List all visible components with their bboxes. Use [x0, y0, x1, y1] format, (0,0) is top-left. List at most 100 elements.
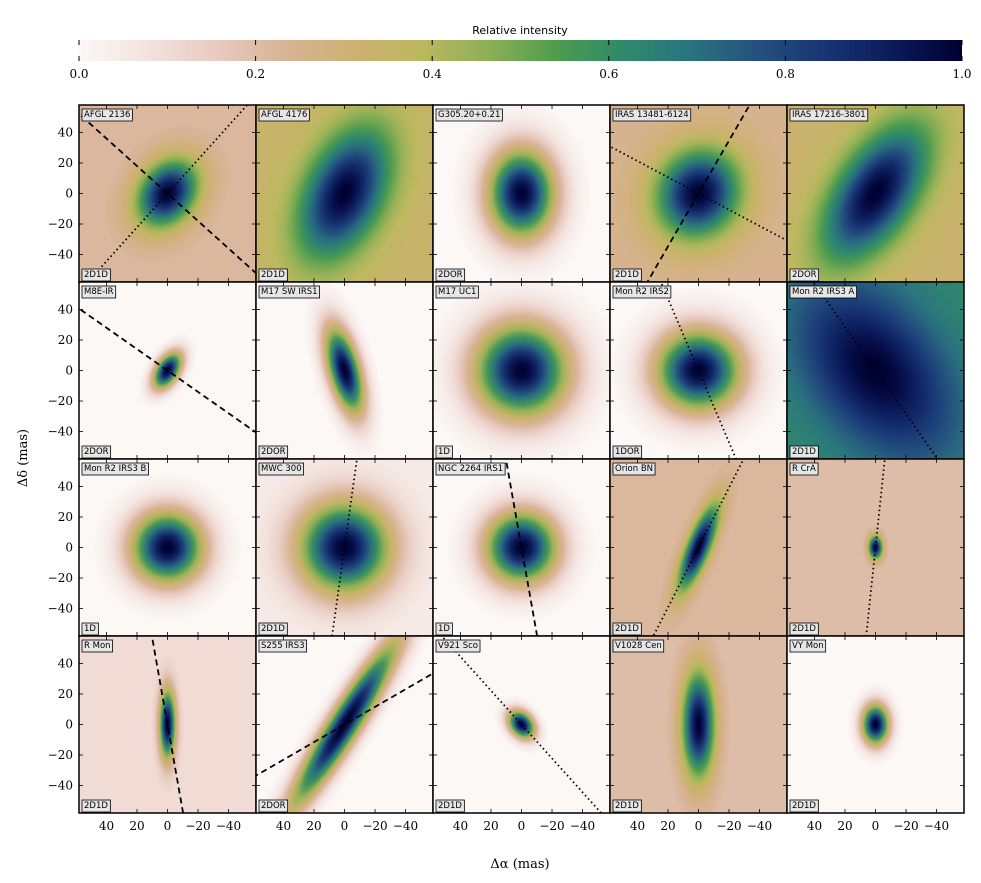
label-box: [789, 268, 820, 282]
intensity-map: [256, 105, 433, 282]
label-box: [258, 268, 288, 282]
object-name-label: Mon R2 IRS3 B: [84, 464, 147, 474]
panel: IRAS 17216-3801 2DOR: [786, 104, 965, 283]
model-label: 1D: [438, 624, 450, 634]
model-label: 2D1D: [438, 801, 462, 811]
x-tick-label: 40: [630, 819, 645, 833]
label-box: [258, 622, 288, 636]
intensity-map: [666, 636, 731, 813]
panel: AFGL 2136 2D1D: [78, 104, 257, 283]
y-tick-label: −20: [48, 571, 73, 585]
model-label: 2D1D: [792, 801, 816, 811]
panel: AFGL 4176 2D1D: [255, 104, 434, 283]
object-name-label: V921 Sco: [438, 641, 478, 651]
colorbar-gradient: [79, 40, 962, 61]
label-box: [435, 108, 503, 122]
label-box: [612, 639, 665, 653]
x-tick-label: 0: [695, 819, 703, 833]
panel: M17 UC1 1D: [432, 281, 611, 460]
intensity-map: [94, 474, 241, 621]
y-tick-label: 40: [58, 302, 73, 316]
object-name-label: Orion BN: [615, 464, 653, 474]
label-box: [81, 285, 117, 299]
panel: R CrA 2D1D: [786, 458, 965, 637]
object-name-label: Mon R2 IRS3 A: [792, 287, 855, 297]
intensity-map: [787, 282, 964, 459]
dashed-orientation-line: [150, 636, 185, 813]
intensity-map: [433, 282, 610, 459]
x-tick-label: 20: [837, 819, 852, 833]
label-box: [435, 268, 466, 282]
y-tick-label: 20: [58, 510, 73, 524]
y-tick-label: 0: [65, 187, 73, 201]
label-box: [81, 268, 111, 282]
label-box: [258, 639, 307, 653]
y-tick-label: 40: [58, 479, 73, 493]
x-tick-label: 40: [453, 819, 468, 833]
model-label: 2D1D: [615, 624, 639, 634]
intensity-map: [305, 282, 384, 459]
x-tick-label: −20: [716, 819, 741, 833]
y-tick-label: −40: [48, 602, 73, 616]
x-tick-label: 0: [164, 819, 172, 833]
x-tick-label: 20: [483, 819, 498, 833]
model-label: 2DOR: [84, 447, 109, 457]
panel: V921 Sco 2D1D: [432, 635, 611, 814]
panel: NGC 2264 IRS1 1D: [432, 458, 611, 637]
y-tick-label: −40: [48, 425, 73, 439]
panel: Orion BN 2D1D: [609, 458, 788, 637]
label-box: [81, 799, 111, 813]
label-box: [258, 445, 289, 459]
model-label: 2DOR: [438, 270, 463, 280]
x-tick-label: 20: [660, 819, 675, 833]
x-axis-title: Δα (mas): [490, 857, 549, 872]
y-tick-label: −40: [48, 248, 73, 262]
model-label: 1D: [438, 447, 450, 457]
label-box: [612, 285, 672, 299]
label-box: [789, 108, 869, 122]
x-tick-label: −40: [570, 819, 595, 833]
dashed-orientation-line: [256, 672, 433, 777]
label-box: [789, 639, 827, 653]
x-tick-label: 20: [129, 819, 144, 833]
model-label: 2DOR: [261, 447, 286, 457]
label-box: [789, 799, 819, 813]
label-box: [81, 639, 113, 653]
y-tick-label: 40: [58, 125, 73, 139]
label-box: [258, 108, 310, 122]
model-label: 2D1D: [261, 270, 285, 280]
label-box: [789, 285, 857, 299]
panel: R Mon 2D1D: [78, 635, 257, 814]
panel: Mon R2 IRS3 B 1D: [78, 458, 257, 637]
panel: V1028 Cen 2D1D: [609, 635, 788, 814]
intensity-map: [861, 524, 890, 571]
object-name-label: AFGL 4176: [261, 110, 307, 120]
y-tick-label: 0: [65, 364, 73, 378]
colorbar-tick-label: 0.2: [246, 67, 265, 81]
intensity-map: [787, 105, 964, 282]
label-box: [258, 285, 320, 299]
y-tick-label: 20: [58, 156, 73, 170]
y-tick-label: −20: [48, 748, 73, 762]
object-name-label: R Mon: [84, 641, 111, 651]
x-tick-label: −40: [393, 819, 418, 833]
label-box: [435, 622, 453, 636]
x-tick-label: 0: [341, 819, 349, 833]
y-tick-label: 20: [58, 333, 73, 347]
object-name-label: M17 UC1: [438, 287, 476, 297]
model-label: 1D: [84, 624, 96, 634]
object-name-label: S255 IRS3: [261, 641, 305, 651]
x-tick-label: −40: [216, 819, 241, 833]
model-label: 2DOR: [792, 270, 817, 280]
x-tick-label: −20: [893, 819, 918, 833]
panel: IRAS 13481-6124 2D1D: [609, 104, 788, 283]
colorbar: Relative intensity 0.0 0.2 0.4 0.6 0.8 1.0: [69, 24, 971, 81]
colorbar-tick-label: 0.8: [776, 67, 795, 81]
model-label: 1DOR: [615, 447, 640, 457]
label-box: [612, 445, 643, 459]
dashed-orientation-line: [646, 105, 751, 282]
x-tick-label: −20: [362, 819, 387, 833]
y-tick-label: 0: [65, 541, 73, 555]
label-box: [612, 268, 642, 282]
